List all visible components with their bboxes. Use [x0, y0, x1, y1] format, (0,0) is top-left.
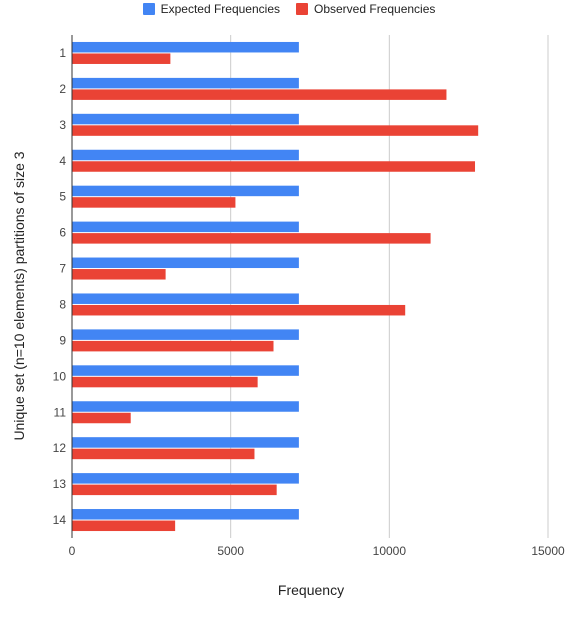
legend-label-observed: Observed Frequencies — [314, 2, 436, 16]
y-tick-label: 10 — [53, 369, 67, 383]
y-tick-label: 7 — [59, 262, 66, 276]
observed-bar-10[interactable] — [72, 376, 258, 388]
expected-bar-14[interactable] — [72, 509, 299, 520]
y-tick-label: 3 — [59, 118, 66, 132]
observed-bar-8[interactable] — [72, 304, 406, 316]
observed-bar-11[interactable] — [72, 412, 131, 424]
legend-swatch-expected — [142, 3, 155, 15]
x-tick-label: 0 — [69, 544, 76, 558]
y-tick-label: 4 — [59, 154, 66, 168]
y-tick-label: 6 — [59, 226, 66, 240]
observed-bar-6[interactable] — [72, 233, 431, 244]
y-tick-label: 5 — [59, 190, 66, 204]
expected-bar-1[interactable] — [72, 41, 299, 53]
x-tick-label: 10000 — [373, 544, 407, 558]
expected-bar-12[interactable] — [72, 437, 299, 448]
legend-swatch-observed — [296, 3, 308, 15]
expected-bar-2[interactable] — [72, 77, 299, 89]
y-tick-label: 2 — [59, 82, 66, 96]
observed-bar-2[interactable] — [72, 89, 447, 100]
expected-bar-6[interactable] — [72, 221, 299, 233]
expected-bar-7[interactable] — [72, 257, 299, 269]
observed-bar-4[interactable] — [72, 161, 476, 172]
observed-bar-13[interactable] — [72, 484, 277, 496]
expected-bar-13[interactable] — [72, 473, 299, 484]
gridlines — [230, 35, 549, 538]
x-axis-ticks: 0 5000 10000 15000 — [69, 544, 565, 558]
y-tick-label: 12 — [53, 441, 67, 455]
chart-legend: Expected Frequencies Observed Frequencie… — [0, 1, 578, 17]
expected-bar-4[interactable] — [72, 149, 299, 161]
y-axis-label: Unique set (n=10 elements) partitions of… — [11, 151, 27, 441]
expected-bar-9[interactable] — [72, 329, 299, 340]
x-tick-label: 15000 — [531, 544, 565, 558]
expected-bar-11[interactable] — [72, 401, 299, 412]
expected-bar-3[interactable] — [72, 113, 299, 125]
bar-series — [72, 41, 479, 532]
x-axis-label: Frequency — [277, 582, 345, 598]
expected-bar-5[interactable] — [72, 185, 299, 197]
observed-bar-3[interactable] — [72, 125, 479, 136]
observed-bar-5[interactable] — [72, 197, 236, 208]
observed-bar-7[interactable] — [72, 269, 166, 280]
y-tick-label: 13 — [53, 477, 67, 491]
observed-bar-12[interactable] — [72, 448, 255, 460]
observed-bar-1[interactable] — [72, 53, 171, 64]
y-tick-label: 8 — [59, 297, 66, 311]
y-tick-label: 9 — [59, 333, 66, 347]
y-tick-label: 14 — [53, 513, 67, 527]
legend-item-expected[interactable]: Expected Frequencies — [142, 2, 280, 16]
y-tick-label: 11 — [54, 405, 67, 419]
x-tick-label: 5000 — [217, 544, 244, 558]
legend-item-observed[interactable]: Observed Frequencies — [296, 2, 435, 16]
y-tick-label: 1 — [59, 46, 66, 60]
observed-bar-9[interactable] — [72, 340, 274, 352]
observed-bar-14[interactable] — [72, 520, 176, 532]
expected-bar-8[interactable] — [72, 293, 299, 304]
legend-label-expected: Expected Frequencies — [160, 2, 280, 16]
expected-bar-10[interactable] — [72, 365, 299, 376]
